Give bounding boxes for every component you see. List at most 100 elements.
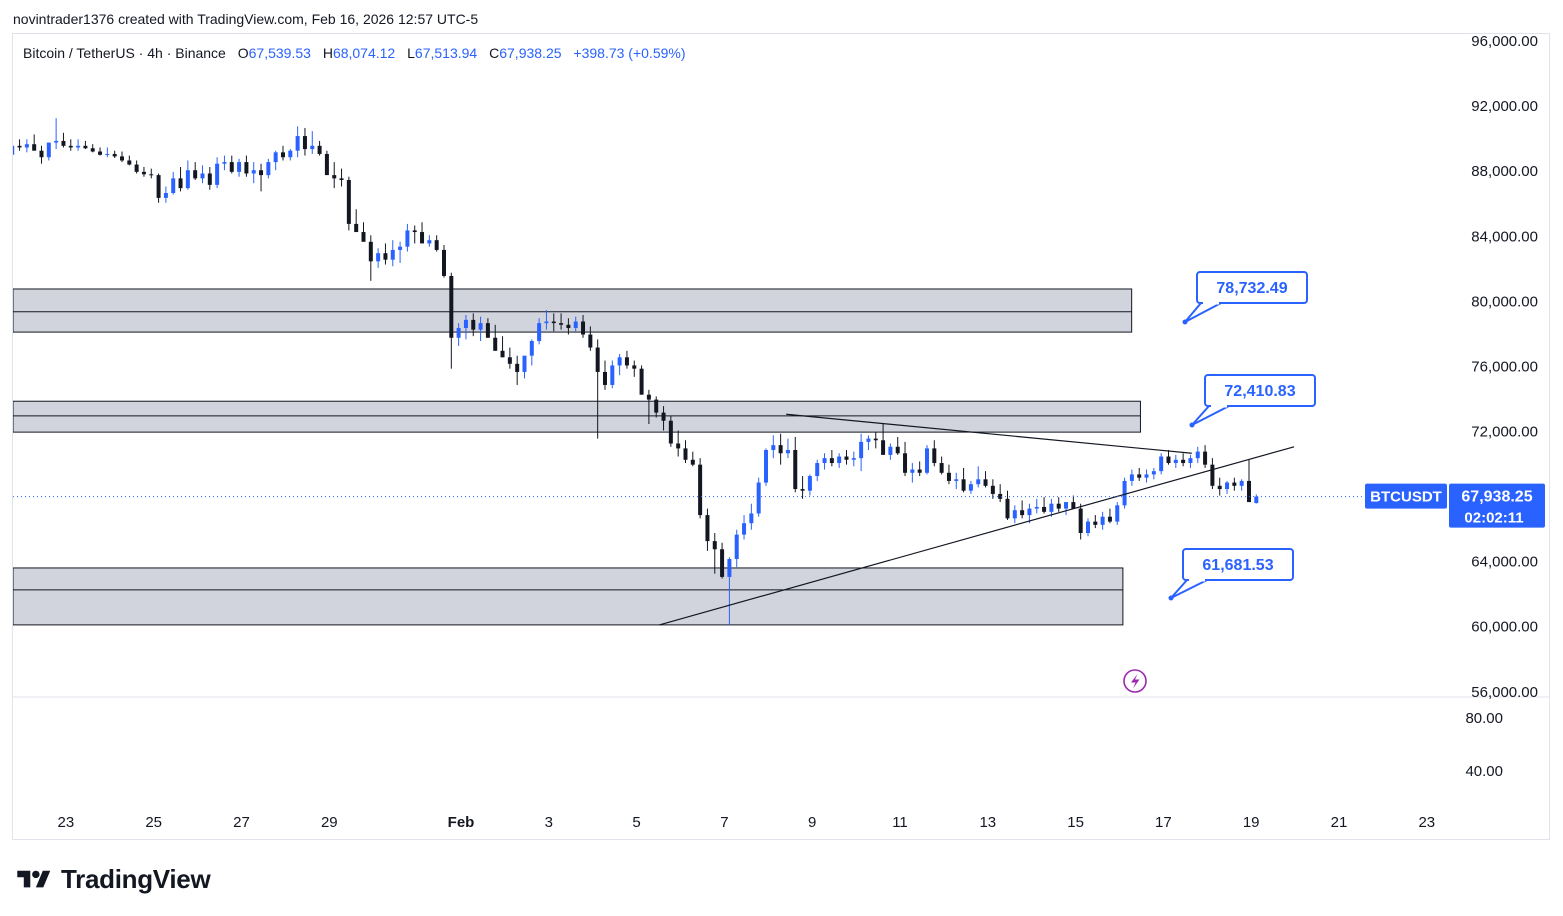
- candle[interactable]: [932, 440, 937, 467]
- candle[interactable]: [3, 141, 7, 164]
- candle[interactable]: [1166, 450, 1171, 465]
- candle[interactable]: [720, 542, 725, 579]
- candle[interactable]: [324, 150, 329, 176]
- candle[interactable]: [778, 433, 783, 465]
- candle[interactable]: [595, 339, 600, 439]
- candle[interactable]: [734, 529, 739, 568]
- candle[interactable]: [90, 144, 95, 153]
- candle[interactable]: [68, 139, 73, 151]
- candle[interactable]: [895, 437, 900, 455]
- candle[interactable]: [771, 435, 776, 459]
- candle[interactable]: [1195, 446, 1200, 464]
- candle[interactable]: [537, 318, 542, 345]
- candle[interactable]: [163, 186, 168, 203]
- candle[interactable]: [112, 150, 117, 159]
- candle[interactable]: [24, 139, 29, 153]
- candle[interactable]: [398, 241, 403, 263]
- candle[interactable]: [866, 435, 871, 451]
- candle[interactable]: [1203, 445, 1208, 468]
- candle[interactable]: [1137, 467, 1142, 481]
- candle[interactable]: [1100, 511, 1105, 530]
- candle[interactable]: [910, 463, 915, 483]
- candle[interactable]: [420, 222, 425, 244]
- candle[interactable]: [1232, 477, 1237, 491]
- candle[interactable]: [983, 471, 988, 488]
- candle[interactable]: [368, 235, 373, 281]
- candle[interactable]: [998, 484, 1003, 503]
- candle[interactable]: [61, 132, 66, 148]
- candle[interactable]: [954, 472, 959, 490]
- candle[interactable]: [793, 437, 798, 493]
- candle[interactable]: [1093, 515, 1098, 529]
- candle[interactable]: [295, 126, 300, 158]
- candle[interactable]: [705, 508, 710, 551]
- candle[interactable]: [354, 209, 359, 233]
- candle[interactable]: [405, 223, 410, 252]
- candle[interactable]: [1049, 498, 1054, 517]
- candle[interactable]: [581, 315, 586, 338]
- candle[interactable]: [639, 365, 644, 395]
- candle[interactable]: [1012, 505, 1017, 524]
- candle[interactable]: [763, 448, 768, 486]
- candle[interactable]: [46, 142, 51, 161]
- candle[interactable]: [1144, 469, 1149, 483]
- candle[interactable]: [822, 453, 827, 470]
- candle[interactable]: [668, 415, 673, 447]
- candle[interactable]: [617, 354, 622, 376]
- candle[interactable]: [903, 441, 908, 477]
- candle[interactable]: [1005, 490, 1010, 520]
- candle[interactable]: [222, 155, 227, 171]
- price-callout-2[interactable]: 72,410.83: [1189, 374, 1316, 428]
- candle[interactable]: [39, 145, 44, 164]
- candle[interactable]: [976, 466, 981, 488]
- candle[interactable]: [1034, 498, 1039, 514]
- candle[interactable]: [251, 162, 256, 184]
- candle[interactable]: [1210, 458, 1215, 490]
- candle[interactable]: [1246, 459, 1251, 503]
- candle[interactable]: [756, 477, 761, 517]
- candle[interactable]: [873, 432, 878, 449]
- candle[interactable]: [624, 350, 629, 369]
- candle[interactable]: [149, 168, 154, 179]
- candle[interactable]: [573, 316, 578, 332]
- candle[interactable]: [1217, 477, 1222, 496]
- candle[interactable]: [815, 459, 820, 481]
- candle[interactable]: [800, 476, 805, 499]
- candle[interactable]: [361, 222, 366, 242]
- candle[interactable]: [280, 145, 285, 161]
- candle[interactable]: [1129, 469, 1134, 486]
- candle[interactable]: [185, 160, 190, 190]
- candle[interactable]: [376, 248, 381, 268]
- candle[interactable]: [119, 151, 124, 163]
- candle[interactable]: [654, 396, 659, 418]
- candle[interactable]: [1239, 479, 1244, 491]
- candle[interactable]: [844, 450, 849, 465]
- candle[interactable]: [449, 272, 454, 369]
- candle[interactable]: [727, 557, 732, 625]
- candle[interactable]: [10, 141, 15, 159]
- trendline-2[interactable]: [659, 446, 1295, 626]
- trendline-1[interactable]: [786, 413, 1192, 454]
- candle[interactable]: [434, 235, 439, 252]
- candle[interactable]: [32, 134, 37, 151]
- candle[interactable]: [383, 243, 388, 265]
- candle[interactable]: [515, 355, 520, 385]
- candle[interactable]: [76, 139, 81, 151]
- candle[interactable]: [302, 127, 307, 156]
- tradingview-logo[interactable]: TradingView: [13, 864, 211, 895]
- candle[interactable]: [478, 316, 483, 342]
- candle[interactable]: [471, 313, 476, 337]
- candle[interactable]: [690, 451, 695, 467]
- candle[interactable]: [1181, 453, 1186, 467]
- candle[interactable]: [1107, 508, 1112, 524]
- candle[interactable]: [193, 162, 198, 180]
- candle[interactable]: [346, 176, 351, 231]
- symbol-name[interactable]: Bitcoin / TetherUS · 4h · Binance: [23, 45, 226, 61]
- candle[interactable]: [1085, 518, 1090, 537]
- candle[interactable]: [742, 515, 747, 540]
- candle[interactable]: [807, 474, 812, 496]
- candle[interactable]: [559, 313, 564, 330]
- candle[interactable]: [712, 532, 717, 574]
- candle[interactable]: [683, 440, 688, 464]
